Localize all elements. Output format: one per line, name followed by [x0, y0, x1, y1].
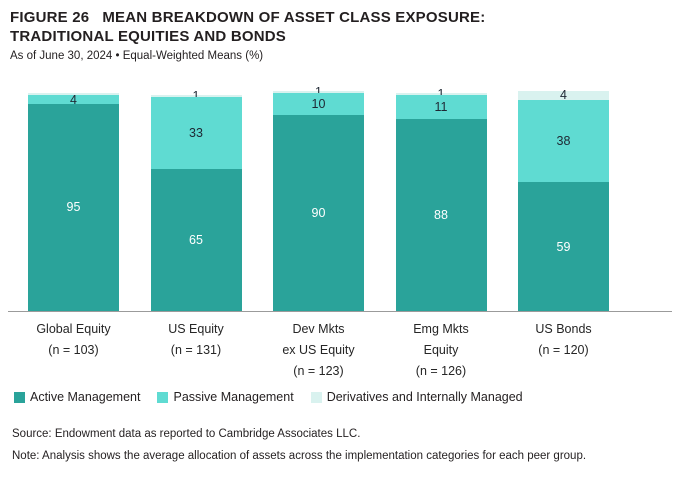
segment-value-label: 1 [315, 84, 322, 99]
legend-item-derivatives: Derivatives and Internally Managed [310, 390, 523, 404]
x-tick-line: Equity [423, 343, 459, 357]
bar-segment: 1 [150, 90, 242, 103]
subtitle: As of June 30, 2024 • Equal-Weighted Mea… [10, 50, 264, 62]
derivatives-swatch-icon [310, 391, 322, 403]
segment-value-label: 95 [66, 200, 81, 215]
stacked-bar-5: 4 38 59 [518, 88, 609, 311]
legend-item-passive-management: Passive Management [157, 390, 294, 404]
x-tick-label: US Equity (n = 131) [151, 319, 242, 382]
x-tick-line: Global Equity [36, 322, 111, 336]
segment-value-label: 1 [192, 89, 200, 104]
x-tick-label: Global Equity (n = 103) [28, 319, 119, 382]
plot-area: 4 95 1 33 65 1 10 90 1 11 88 4 38 59 [0, 85, 678, 311]
segment-value-label: 10 [311, 96, 326, 111]
x-tick-line: (n = 103) [48, 343, 99, 357]
x-tick-line: US Bonds [535, 322, 592, 336]
bar-segment: 95 [28, 103, 119, 311]
bar-segment: 4 [518, 88, 609, 103]
figure-title-line1: FIGURE 26 MEAN BREAKDOWN OF ASSET CLASS E… [10, 8, 670, 27]
x-tick-line: US Equity [168, 322, 224, 336]
segment-value-label: 88 [434, 208, 448, 223]
bar-segment: 88 [395, 119, 487, 311]
legend-item-active-management: Active Management [14, 390, 140, 404]
x-tick-label: Dev Mkts ex US Equity (n = 123) [273, 319, 364, 382]
segment-value-label: 33 [189, 126, 203, 141]
stacked-bar-1: 4 95 [28, 93, 119, 311]
bar-segment: 4 [28, 92, 119, 107]
segment-value-label: 1 [437, 87, 445, 102]
x-tick-line: (n = 131) [170, 343, 222, 357]
source-note: Source: Endowment data as reported to Ca… [12, 428, 361, 440]
bar-segment: 10 [273, 93, 364, 115]
title-text: MEAN BREAKDOWN OF ASSET CLASS EXPOSURE: [102, 9, 486, 26]
figure-number: FIGURE 26 [10, 9, 90, 26]
segment-value-label: 4 [70, 92, 77, 107]
bar-segment: 1 [395, 88, 487, 100]
x-tick-line: Emg Mkts [413, 322, 469, 336]
analysis-note: Note: Analysis shows the average allocat… [12, 450, 587, 462]
bar-segment: 65 [150, 169, 242, 311]
legend-label: Derivatives and Internally Managed [326, 390, 523, 404]
x-tick-line: (n = 126) [415, 364, 467, 378]
stacked-bar-4: 1 11 88 [395, 88, 487, 311]
legend: Active Management Passive Management Der… [14, 390, 523, 404]
bar-segment: 38 [518, 99, 609, 183]
segment-value-label: 4 [560, 88, 567, 103]
segment-value-label: 59 [556, 239, 571, 254]
segment-value-label: 11 [434, 100, 448, 115]
segment-value-label: 90 [311, 205, 326, 220]
header: FIGURE 26 MEAN BREAKDOWN OF ASSET CLASS E… [10, 8, 670, 62]
bar-segment: 90 [273, 114, 364, 311]
bar-segment: 11 [395, 95, 487, 120]
figure-title-line2: TRADITIONAL EQUITIES AND BONDS [10, 28, 287, 45]
stacked-bar-3: 1 10 90 [273, 86, 364, 311]
x-tick-line: (n = 123) [293, 364, 344, 378]
x-axis-line [8, 311, 672, 312]
legend-label: Active Management [30, 390, 141, 404]
x-axis-labels: Global Equity (n = 103) US Equity (n = 131)… [0, 319, 678, 382]
x-tick-label: Emg Mkts Equity (n = 126) [396, 319, 487, 382]
bar-segment: 1 [273, 86, 364, 98]
passive-management-swatch-icon [157, 391, 169, 403]
stacked-bar-2: 1 33 65 [150, 90, 242, 311]
legend-label: Passive Management [173, 390, 294, 404]
bar-segment: 33 [150, 97, 242, 170]
x-tick-label: US Bonds (n = 120) [518, 319, 609, 382]
active-management-swatch-icon [14, 391, 25, 403]
bar-segment: 59 [518, 182, 609, 311]
x-tick-line: ex US Equity [282, 343, 355, 357]
segment-value-label: 65 [189, 233, 203, 248]
x-tick-line: (n = 120) [538, 343, 589, 357]
bar-segment [28, 93, 119, 96]
segment-value-label: 38 [556, 133, 571, 148]
x-tick-line: Dev Mkts [292, 322, 345, 336]
footer: Source: Endowment data as reported to Ca… [12, 423, 670, 467]
